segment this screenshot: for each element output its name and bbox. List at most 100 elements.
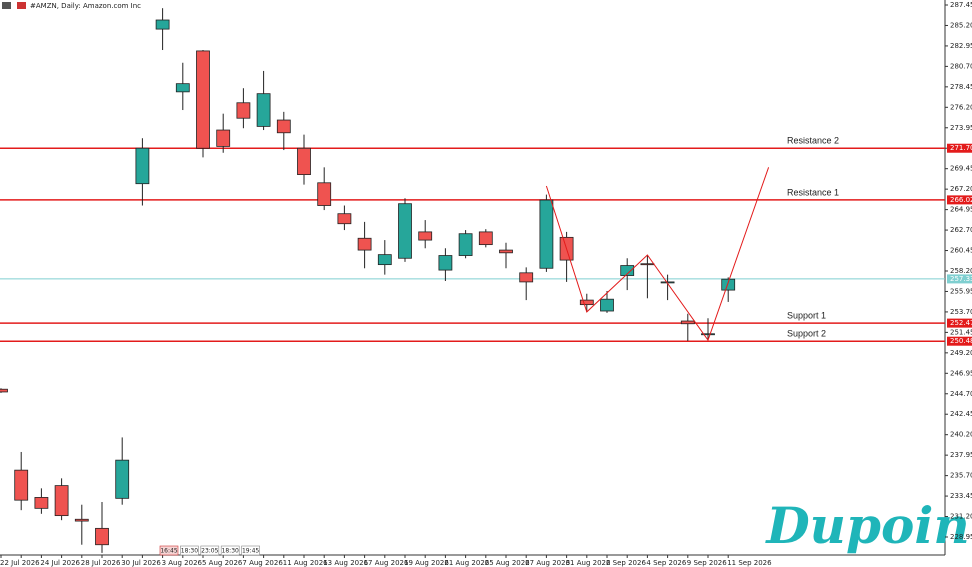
level-name: Support 1 xyxy=(787,310,826,320)
x-tick-label: 25 Aug 2026 xyxy=(485,559,530,567)
price-tag xyxy=(947,143,972,153)
x-tick-label: 17 Aug 2026 xyxy=(364,559,409,567)
y-tick-label: 253.70 xyxy=(950,308,972,316)
y-tick-label: 260.45 xyxy=(950,247,972,255)
level-name: Resistance 1 xyxy=(787,187,839,197)
candle-body xyxy=(398,203,412,259)
candle-body xyxy=(701,333,715,336)
time-marker-label: 18:30 xyxy=(222,548,239,555)
candle-body xyxy=(297,147,311,176)
x-tick-label: 4 Sep 2026 xyxy=(646,559,686,567)
y-tick-label: 237.95 xyxy=(950,451,972,459)
y-tick-label: 276.20 xyxy=(950,103,972,111)
logo: Dupoin xyxy=(764,496,969,555)
candle-body xyxy=(499,249,513,254)
x-tick-label: 9 Sep 2026 xyxy=(687,559,727,567)
price-tag-label: 252.47 xyxy=(950,319,972,327)
x-tick-label: 28 Jul 2026 xyxy=(81,559,121,567)
candle-body xyxy=(478,231,493,246)
candle-body xyxy=(721,278,736,291)
price-tag xyxy=(947,336,972,346)
candle-body xyxy=(196,50,210,149)
x-tick-label: 22 Jul 2026 xyxy=(0,559,40,567)
level-name: Support 2 xyxy=(787,329,826,339)
price-tag xyxy=(947,195,972,205)
candle-body xyxy=(519,272,534,283)
y-tick-label: 282.95 xyxy=(950,42,972,50)
price-tag xyxy=(947,318,972,328)
level-name: Resistance 2 xyxy=(787,136,839,146)
candle-body xyxy=(54,485,69,517)
candle-body xyxy=(620,265,635,276)
x-tick-label: 27 Aug 2026 xyxy=(525,559,570,567)
candle-body xyxy=(14,469,29,501)
symbol-icon xyxy=(2,2,11,9)
y-tick-label: 285.20 xyxy=(950,21,972,29)
price-tag-label: 257.33 xyxy=(950,275,972,283)
candle-body xyxy=(458,233,473,256)
x-tick-label: 2 Sep 2026 xyxy=(606,559,646,567)
candle-body xyxy=(600,298,614,312)
y-tick-label: 233.45 xyxy=(950,492,972,500)
candle-body xyxy=(256,93,271,127)
x-tick-label: 21 Aug 2026 xyxy=(444,559,489,567)
y-tick-label: 242.45 xyxy=(950,410,972,418)
y-tick-label: 251.45 xyxy=(950,328,972,336)
x-tick-label: 7 Aug 2026 xyxy=(242,559,283,567)
candle-body xyxy=(680,320,695,325)
price-tag xyxy=(947,274,972,284)
time-marker xyxy=(200,545,220,556)
time-marker xyxy=(220,545,240,556)
time-marker xyxy=(241,545,260,556)
x-tick-label: 3 Aug 2026 xyxy=(162,559,203,567)
candle-body xyxy=(216,129,231,147)
y-tick-label: 258.20 xyxy=(950,267,972,275)
candle-body xyxy=(317,182,332,206)
chart-title: #AMZN, Daily: Amazon.com Inc xyxy=(30,2,141,10)
candle-body xyxy=(276,119,291,134)
symbol-icon xyxy=(17,2,26,9)
y-tick-label: 228.95 xyxy=(950,533,972,541)
candle-body xyxy=(337,213,352,225)
candle-body xyxy=(539,199,554,269)
y-tick-label: 244.70 xyxy=(950,390,972,398)
candle-body xyxy=(0,388,8,393)
y-tick-label: 273.95 xyxy=(950,124,972,132)
candle-body xyxy=(95,527,109,546)
price-tag-label: 271.70 xyxy=(950,144,972,152)
y-tick-label: 267.20 xyxy=(950,185,972,193)
time-marker-label: 18:30 xyxy=(181,548,198,555)
y-tick-label: 255.95 xyxy=(950,287,972,295)
price-tag-label: 266.02 xyxy=(950,196,972,204)
x-tick-label: 5 Aug 2026 xyxy=(202,559,243,567)
y-tick-label: 269.45 xyxy=(950,165,972,173)
candle-body xyxy=(34,497,49,509)
y-tick-label: 240.20 xyxy=(950,431,972,439)
x-tick-label: 11 Sep 2026 xyxy=(727,559,772,567)
candle-body xyxy=(579,299,594,306)
candle-body xyxy=(357,237,372,251)
candle-body xyxy=(175,83,190,93)
candle-body xyxy=(236,102,251,119)
y-tick-label: 262.70 xyxy=(950,226,972,234)
x-tick-label: 11 Aug 2026 xyxy=(283,559,328,567)
x-tick-label: 31 Aug 2026 xyxy=(566,559,611,567)
y-tick-label: 264.95 xyxy=(950,206,972,214)
time-marker-label: 16:45 xyxy=(160,548,177,555)
x-tick-label: 24 Jul 2026 xyxy=(40,559,80,567)
candle-body xyxy=(377,254,392,266)
candle-body xyxy=(438,255,453,271)
candle-body xyxy=(135,147,150,185)
candle-body xyxy=(640,263,655,266)
x-tick-label: 30 Jul 2026 xyxy=(121,559,161,567)
y-tick-label: 235.70 xyxy=(950,472,972,480)
y-tick-label: 278.45 xyxy=(950,83,972,91)
y-tick-label: 249.20 xyxy=(950,349,972,357)
time-marker-label: 23:05 xyxy=(201,548,218,555)
time-marker-label: 19:45 xyxy=(242,548,259,555)
y-tick-label: 246.95 xyxy=(950,369,972,377)
time-marker xyxy=(159,545,179,556)
x-tick-label: 19 Aug 2026 xyxy=(404,559,449,567)
candle-body xyxy=(115,459,130,499)
